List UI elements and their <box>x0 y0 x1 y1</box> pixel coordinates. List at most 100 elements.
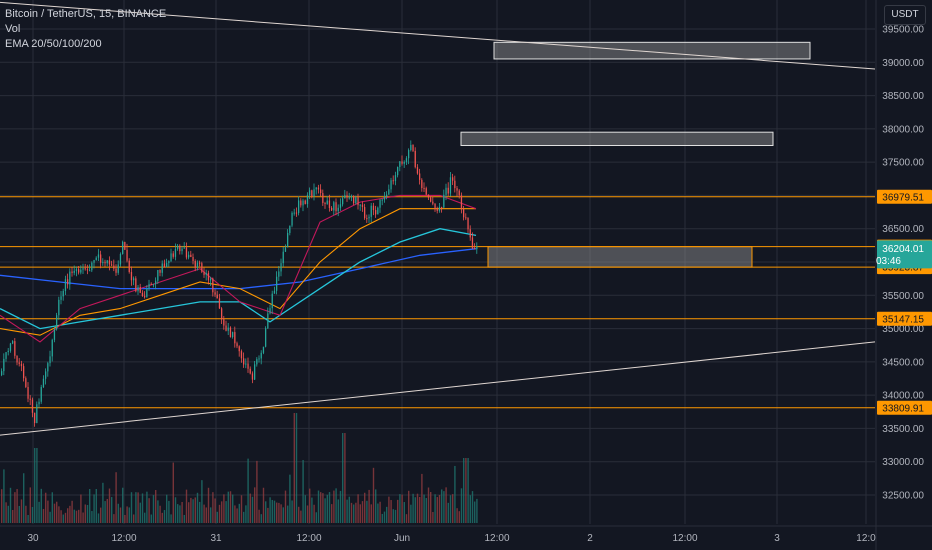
candle-body <box>84 268 86 270</box>
candle-body <box>95 257 97 260</box>
candle-body <box>408 150 410 159</box>
candle-body <box>311 190 313 197</box>
volume-bar <box>108 488 111 523</box>
level-price-tag <box>877 189 932 204</box>
candle-body <box>452 177 454 181</box>
price-tick-label: 33000.00 <box>882 457 924 468</box>
candle-body <box>214 292 216 295</box>
candle-body <box>291 212 293 226</box>
volume-bar <box>181 501 183 523</box>
volume-bar <box>335 488 337 523</box>
candle-body <box>205 272 207 275</box>
volume-bar <box>205 507 207 523</box>
volume-bar <box>232 494 234 523</box>
volume-bar <box>36 448 38 523</box>
candle-body <box>390 180 392 190</box>
volume-bar <box>438 494 441 523</box>
volume-bar <box>201 480 203 523</box>
volume-bar <box>177 504 179 523</box>
volume-bar <box>320 492 322 523</box>
volume-bar <box>256 460 258 523</box>
candle-body <box>201 263 203 272</box>
candle-body <box>111 264 113 266</box>
volume-bar <box>20 499 23 523</box>
candle-body <box>240 351 243 359</box>
currency-button[interactable]: USDT <box>884 5 926 25</box>
candle-body <box>29 398 31 400</box>
candle-body <box>212 278 214 293</box>
volume-bar <box>388 496 390 523</box>
level-price-text: 35147.15 <box>882 314 924 325</box>
price-tick-label: 35500.00 <box>882 291 924 302</box>
trendline <box>0 1 876 70</box>
price-tick-label: 37500.00 <box>882 158 924 169</box>
volume-bar <box>16 489 18 523</box>
volume-bar <box>64 512 67 523</box>
volume-bar <box>82 512 84 523</box>
volume-bar <box>452 494 454 523</box>
zone-rectangle <box>487 246 753 268</box>
volume-bar <box>27 514 29 523</box>
volume-bar <box>49 511 51 523</box>
candle-body <box>278 271 280 277</box>
candle-body <box>34 412 36 424</box>
volume-bar <box>51 492 53 523</box>
volume-bar <box>93 494 95 523</box>
volume-bar <box>324 498 326 523</box>
candle-body <box>122 241 124 254</box>
volume-bar <box>445 487 447 523</box>
candle-body <box>49 356 51 364</box>
volume-bar <box>331 504 333 523</box>
candle-body <box>469 229 471 238</box>
volume-bar <box>128 507 130 523</box>
candle-body <box>137 287 139 292</box>
candle-body <box>86 269 89 271</box>
volume-bar <box>258 509 260 523</box>
zone-rectangle <box>493 41 811 60</box>
candle-body <box>124 241 126 250</box>
time-tick-label: 12:00 <box>672 533 697 544</box>
volume-bar <box>322 493 324 523</box>
ema100-line <box>0 228 477 330</box>
candle-body <box>313 189 315 197</box>
candle-body <box>273 290 276 294</box>
candle-body <box>80 269 82 273</box>
volume-bar <box>111 497 113 523</box>
time-tick-label: 3 <box>774 533 780 544</box>
volume-bar <box>467 458 469 523</box>
volume-bar <box>456 508 458 523</box>
volume-bar <box>276 502 278 523</box>
candle-body <box>249 368 251 374</box>
candle-body <box>45 371 47 379</box>
volume-bar <box>5 502 7 523</box>
ema20-line <box>0 194 477 343</box>
zone-rectangle <box>460 131 774 146</box>
candle-body <box>23 366 25 379</box>
candle-body <box>236 343 238 347</box>
volume-bar <box>203 504 205 523</box>
candle-body <box>449 177 452 194</box>
volume-bar <box>471 491 474 523</box>
volume-bar <box>425 498 427 523</box>
price-tick-label: 39500.00 <box>882 25 924 36</box>
candle-body <box>306 195 309 204</box>
volume-bar <box>56 501 58 523</box>
candle-body <box>150 283 152 285</box>
volume-bar <box>78 509 80 523</box>
volume-bar <box>476 498 478 523</box>
ema50-line <box>0 208 476 336</box>
volume-bar <box>368 489 370 523</box>
candle-body <box>172 253 174 257</box>
volume-bar <box>236 508 238 523</box>
candle-body <box>392 180 394 182</box>
candle-body <box>370 205 372 217</box>
candle-body <box>199 262 201 264</box>
candle-body <box>119 253 122 265</box>
trendline <box>0 341 876 436</box>
candle-body <box>256 359 258 365</box>
volume-bar <box>302 460 304 523</box>
volume-bar <box>390 500 392 523</box>
volume-bar <box>427 487 430 523</box>
candle-body <box>364 207 366 219</box>
